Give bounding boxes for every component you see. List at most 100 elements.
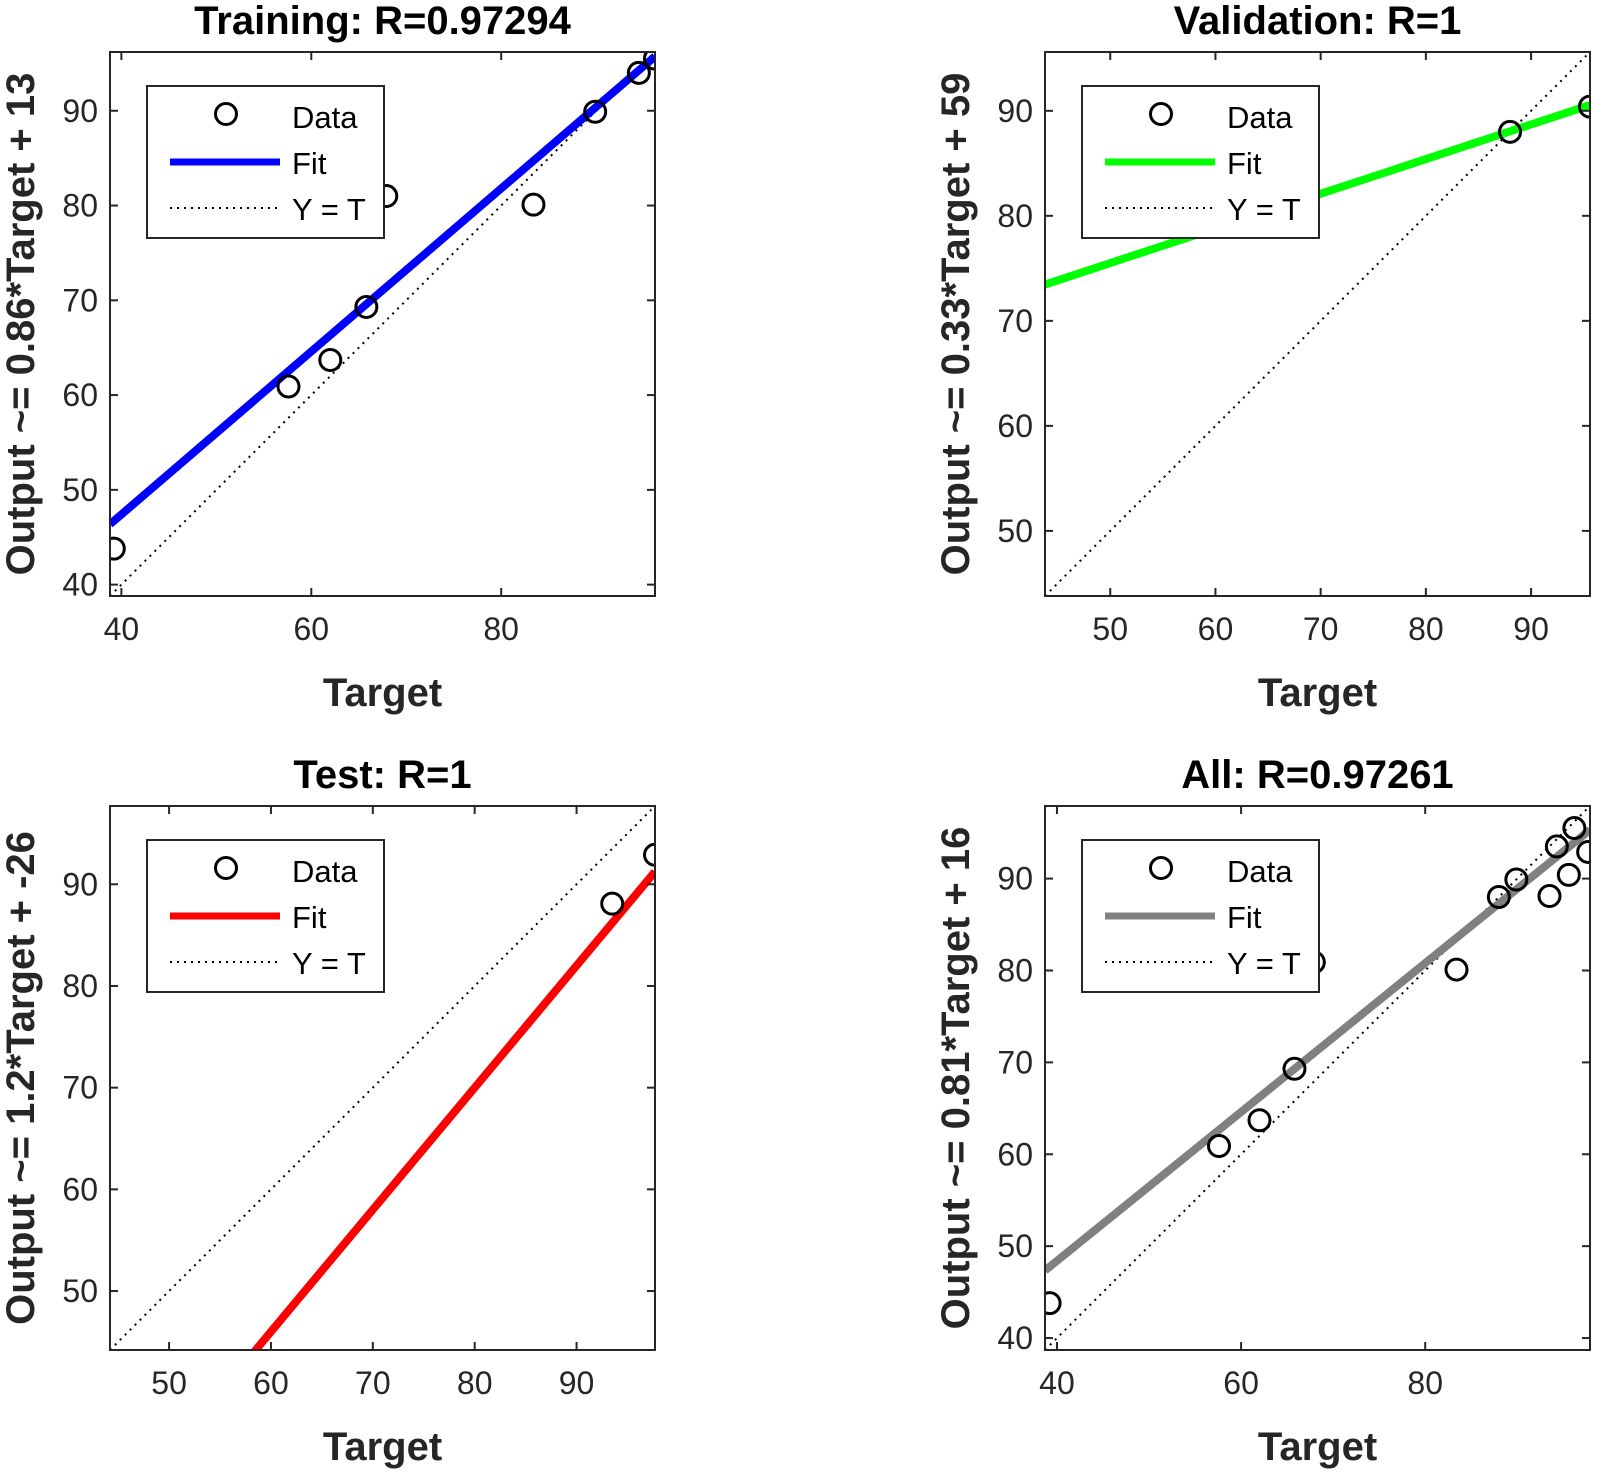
- axes-box: [109, 51, 656, 597]
- regression-panel-1: 40 60 80 40 50 60 70 80 90 Training: R=0.97294 Tar…: [0, 0, 656, 715]
- y-tick-label: 70: [997, 1044, 1033, 1080]
- data-point: [1556, 862, 1581, 887]
- y-tick-label: 90: [997, 861, 1033, 897]
- data-point: [1578, 94, 1590, 119]
- y-tick-label: 40: [997, 1320, 1033, 1356]
- x-tick-label: 60: [293, 611, 329, 647]
- x-tick-label: 80: [1408, 611, 1444, 647]
- regression-panel-4: 40 60 80 40 50 60 70 80 90 All: R=0.97261 Target Ou…: [934, 753, 1591, 1469]
- y-axis-label: Output ~= 0.33*Target + 59: [934, 73, 978, 576]
- y-axis-label: Output ~= 1.2*Target + -26: [0, 831, 43, 1325]
- x-tick-label: 60: [1223, 1365, 1259, 1401]
- axes-box: [1044, 51, 1591, 597]
- legend-label-identity: Y = T: [1227, 946, 1301, 981]
- y-tick-label: 70: [62, 282, 98, 318]
- data-point: [276, 374, 301, 399]
- chart-title: Training: R=0.97294: [194, 0, 572, 43]
- legend-data-marker: [214, 856, 238, 880]
- legend-label-data: Data: [1227, 100, 1293, 135]
- identity-line: [110, 52, 655, 596]
- x-tick-label: 80: [457, 1365, 493, 1401]
- x-tick-label: 50: [1092, 611, 1128, 647]
- data-point: [626, 60, 651, 85]
- legend-label-identity: Y = T: [1227, 192, 1301, 227]
- data-point: [318, 348, 343, 373]
- data-point: [643, 52, 655, 71]
- data-point: [1576, 839, 1590, 864]
- chart-title: All: R=0.97261: [1181, 753, 1453, 797]
- y-tick-label: 90: [62, 866, 98, 902]
- y-axis-label: Output ~= 0.81*Target + 16: [934, 827, 978, 1330]
- y-tick-label: 50: [62, 1273, 98, 1309]
- legend-data-marker: [1149, 102, 1173, 126]
- y-tick-label: 50: [997, 513, 1033, 549]
- data-point: [1498, 119, 1523, 144]
- regression-panel-3: 50 60 70 80 90 50 60 70 80 90 Test: R=1 Target Outpu…: [0, 753, 656, 1469]
- data-point: [1444, 957, 1469, 982]
- x-tick-label: 40: [104, 611, 140, 647]
- chart-title: Validation: R=1: [1174, 0, 1462, 43]
- y-tick-label: 80: [997, 198, 1033, 234]
- x-tick-label: 60: [1198, 611, 1234, 647]
- fit-line: [250, 869, 655, 1350]
- x-tick-label: 40: [1039, 1365, 1075, 1401]
- plot-area: [110, 52, 655, 596]
- x-tick-label: 70: [1303, 611, 1339, 647]
- data-point: [521, 192, 546, 217]
- y-tick-label: 90: [997, 93, 1033, 129]
- identity-line: [1045, 52, 1590, 596]
- legend-label-data: Data: [292, 854, 358, 889]
- plot-area: [110, 806, 655, 1350]
- y-tick-label: 60: [997, 408, 1033, 444]
- y-tick-label: 70: [997, 303, 1033, 339]
- legend-data-marker: [214, 102, 238, 126]
- y-tick-label: 70: [62, 1070, 98, 1106]
- legend-label-fit: Fit: [1227, 146, 1262, 181]
- x-axis-label: Target: [323, 671, 442, 715]
- x-tick-label: 50: [151, 1365, 187, 1401]
- legend-label-fit: Fit: [292, 900, 327, 935]
- legend-label-data: Data: [1227, 854, 1293, 889]
- data-point: [583, 99, 608, 124]
- y-tick-label: 80: [62, 188, 98, 224]
- legend: Data Fit Y = T: [1081, 85, 1320, 239]
- identity-line: [110, 806, 655, 1350]
- y-tick-label: 80: [62, 968, 98, 1004]
- x-tick-label: 90: [559, 1365, 595, 1401]
- data-point: [1486, 884, 1511, 909]
- data-point: [1537, 884, 1562, 909]
- data-point: [110, 536, 126, 561]
- y-tick-label: 90: [62, 93, 98, 129]
- x-tick-label: 80: [1407, 1365, 1443, 1401]
- data-point: [643, 842, 655, 867]
- chart-title: Test: R=1: [293, 753, 471, 797]
- identity-line: [1045, 806, 1590, 1350]
- y-tick-label: 50: [997, 1228, 1033, 1264]
- legend-label-identity: Y = T: [292, 192, 366, 227]
- regression-panel-2: 50 60 70 80 90 50 60 70 80 90 Validation: R=1 Targe…: [934, 0, 1591, 715]
- data-point: [1504, 867, 1529, 892]
- y-tick-label: 60: [62, 377, 98, 413]
- data-point: [600, 891, 625, 916]
- y-tick-label: 40: [62, 567, 98, 603]
- legend: Data Fit Y = T: [146, 839, 385, 993]
- legend-label-identity: Y = T: [292, 946, 366, 981]
- fit-line: [1045, 826, 1590, 1274]
- y-tick-label: 60: [997, 1136, 1033, 1172]
- x-tick-label: 80: [483, 611, 519, 647]
- legend-data-marker: [1149, 856, 1173, 880]
- x-axis-label: Target: [323, 1425, 442, 1469]
- y-axis-label: Output ~= 0.86*Target + 13: [0, 73, 43, 576]
- x-tick-label: 60: [253, 1365, 289, 1401]
- data-point: [1282, 1056, 1307, 1081]
- legend-label-data: Data: [292, 100, 358, 135]
- axes-box: [1044, 805, 1591, 1351]
- data-point: [1206, 1134, 1231, 1158]
- legend-label-fit: Fit: [292, 146, 327, 181]
- y-tick-label: 80: [997, 952, 1033, 988]
- y-tick-label: 50: [62, 472, 98, 508]
- data-point: [1544, 834, 1569, 859]
- x-tick-label: 90: [1513, 611, 1549, 647]
- data-point: [1247, 1108, 1272, 1133]
- axes-box: [109, 805, 656, 1351]
